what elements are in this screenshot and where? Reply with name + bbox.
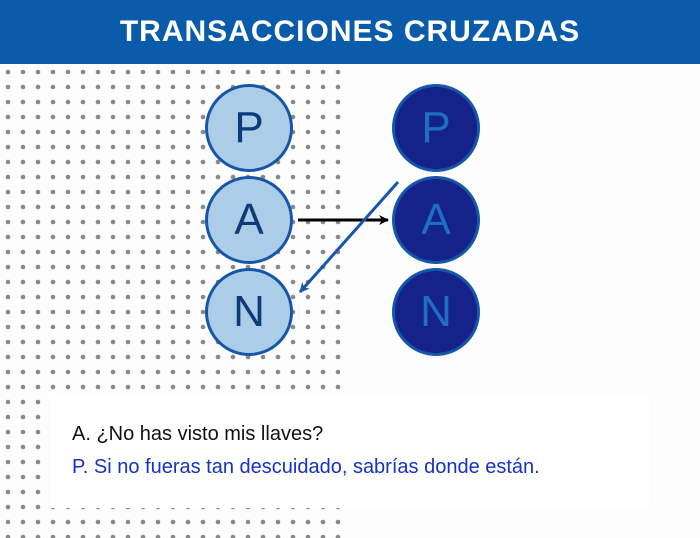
circle-label: A <box>234 195 263 245</box>
left-column: PAN <box>205 84 293 356</box>
header-title: TRANSACCIONES CRUZADAS <box>120 15 580 49</box>
circle-label: N <box>233 287 265 337</box>
right-column: PAN <box>392 84 480 356</box>
circle-label: P <box>234 103 263 153</box>
ego-state-circle-N: N <box>205 268 293 356</box>
circle-label: A <box>421 195 450 245</box>
dialog-box: A. ¿No has visto mis llaves? P. Si no fue… <box>50 398 650 508</box>
dialog-line-0: A. ¿No has visto mis llaves? <box>72 420 628 449</box>
circle-label: N <box>420 287 452 337</box>
ego-state-circle-A: A <box>392 176 480 264</box>
ego-state-circle-P: P <box>392 84 480 172</box>
circle-label: P <box>421 103 450 153</box>
dialog-line-1: P. Si no fueras tan descuidado, sabrías … <box>72 453 628 482</box>
header-bar: TRANSACCIONES CRUZADAS <box>0 0 700 64</box>
ego-state-circle-P: P <box>205 84 293 172</box>
diagram-area: PAN PAN <box>0 64 700 394</box>
ego-state-circle-N: N <box>392 268 480 356</box>
ego-state-circle-A: A <box>205 176 293 264</box>
